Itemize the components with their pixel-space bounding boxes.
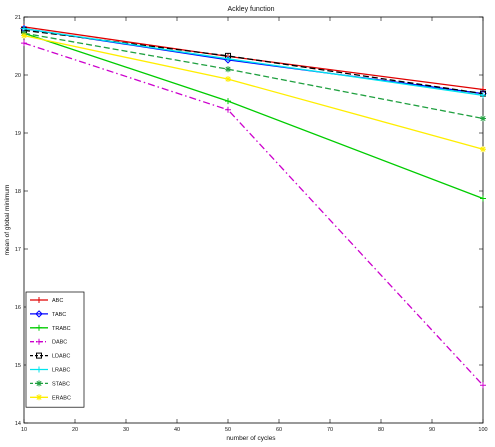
legend-item: TABC [30, 310, 66, 318]
series-point [480, 115, 486, 122]
series-point [480, 382, 486, 389]
series-dabc [21, 40, 486, 389]
series-point [35, 310, 43, 318]
series-point [21, 32, 27, 39]
x-tick-label: 60 [276, 427, 282, 433]
chart-title: Ackley function [227, 6, 274, 13]
y-tick-label: 15 [15, 363, 21, 369]
legend-label: LDABC [52, 354, 70, 360]
x-tick-label: 70 [327, 427, 333, 433]
y-tick-label: 14 [15, 421, 21, 427]
y-axis: 14 15 16 17 18 19 20 21 [15, 15, 483, 427]
legend-label: ABC [52, 298, 63, 304]
x-tick-label: 20 [72, 427, 78, 433]
legend-item: DABC [30, 338, 67, 346]
series-point [36, 352, 42, 359]
x-axis: 10 20 30 40 50 60 70 80 90 100 [21, 17, 488, 433]
legend-item: ERABC [30, 394, 71, 401]
series-point [36, 366, 42, 373]
legend-item: ABC [30, 297, 63, 304]
legend-label: LRABC [52, 368, 70, 374]
x-tick-label: 50 [225, 427, 231, 433]
x-axis-title: number of cycles [226, 435, 276, 442]
plot-frame [23, 16, 484, 424]
legend-item: LDABC [30, 352, 70, 360]
y-tick-label: 17 [15, 247, 21, 253]
series-point [225, 55, 231, 62]
legend: ABC TABC TRABC DABC LDABC LRABC STABC ERABC [25, 291, 85, 408]
series-line [23, 42, 484, 386]
series-point [21, 40, 27, 47]
x-tick-label: 40 [174, 427, 180, 433]
legend-label: TABC [52, 312, 66, 318]
legend-item: STABC [30, 380, 70, 387]
series-point [225, 76, 231, 83]
series-point [225, 98, 231, 105]
x-tick-label: 30 [123, 427, 129, 433]
series-point [480, 146, 486, 153]
legend-label: TRABC [52, 326, 71, 332]
series-point [480, 92, 486, 99]
series-point [36, 380, 42, 387]
x-tick-label: 10 [21, 427, 27, 433]
series-layer [20, 23, 487, 389]
y-tick-label: 21 [15, 15, 21, 21]
legend-label: STABC [52, 381, 70, 387]
y-tick-label: 19 [15, 131, 21, 137]
legend-label: DABC [52, 340, 67, 346]
legend-item: LRABC [30, 366, 70, 374]
x-tick-label: 80 [378, 427, 384, 433]
series-erabc [21, 32, 486, 153]
legend-item: TRABC [30, 324, 71, 332]
series-point [225, 106, 231, 113]
series-point [225, 66, 231, 73]
y-tick-label: 18 [15, 189, 21, 195]
x-tick-label: 100 [478, 427, 487, 433]
legend-label: ERABC [52, 395, 71, 401]
y-tick-label: 16 [15, 305, 21, 311]
plot-area [23, 16, 484, 424]
series-point [36, 394, 42, 401]
y-tick-label: 20 [15, 73, 21, 79]
series-point [36, 338, 42, 345]
series-point [480, 195, 486, 202]
legend-box [25, 291, 85, 408]
y-axis-title: mean of global minimum [4, 185, 11, 256]
x-tick-label: 90 [429, 427, 435, 433]
series-point [36, 324, 42, 331]
series-point [36, 297, 42, 303]
